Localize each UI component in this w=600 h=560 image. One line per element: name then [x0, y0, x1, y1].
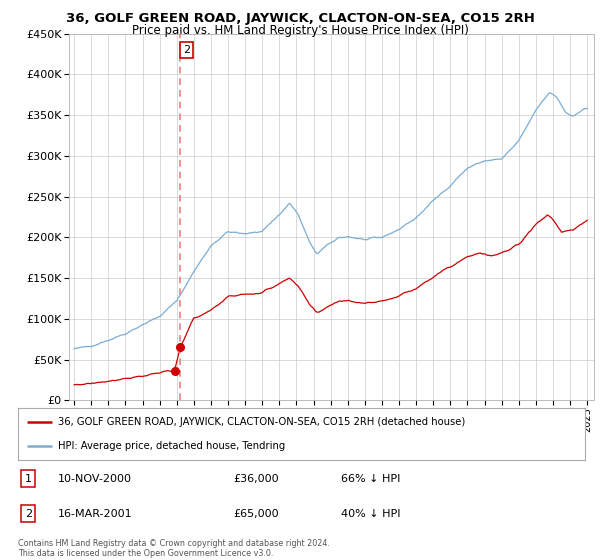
Text: 66% ↓ HPI: 66% ↓ HPI: [341, 474, 401, 483]
Text: £65,000: £65,000: [233, 508, 279, 519]
Text: 10-NOV-2000: 10-NOV-2000: [58, 474, 131, 483]
Text: 1: 1: [25, 474, 32, 483]
Text: 36, GOLF GREEN ROAD, JAYWICK, CLACTON-ON-SEA, CO15 2RH (detached house): 36, GOLF GREEN ROAD, JAYWICK, CLACTON-ON…: [58, 417, 465, 427]
Text: HPI: Average price, detached house, Tendring: HPI: Average price, detached house, Tend…: [58, 441, 285, 451]
Text: 16-MAR-2001: 16-MAR-2001: [58, 508, 133, 519]
Text: Price paid vs. HM Land Registry's House Price Index (HPI): Price paid vs. HM Land Registry's House …: [131, 24, 469, 37]
Text: 2: 2: [25, 508, 32, 519]
Text: Contains HM Land Registry data © Crown copyright and database right 2024.
This d: Contains HM Land Registry data © Crown c…: [18, 539, 330, 558]
Text: £36,000: £36,000: [233, 474, 279, 483]
Text: 40% ↓ HPI: 40% ↓ HPI: [341, 508, 401, 519]
Text: 36, GOLF GREEN ROAD, JAYWICK, CLACTON-ON-SEA, CO15 2RH: 36, GOLF GREEN ROAD, JAYWICK, CLACTON-ON…: [65, 12, 535, 25]
Text: 2: 2: [183, 45, 190, 55]
